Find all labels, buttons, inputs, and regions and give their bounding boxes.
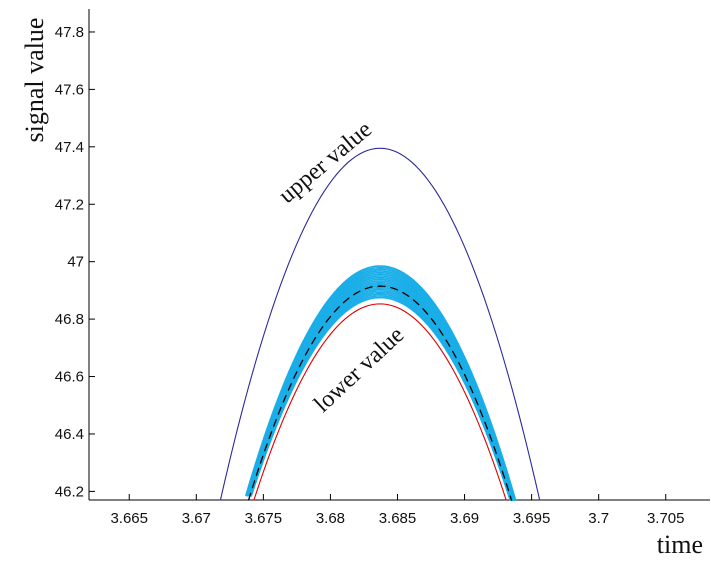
x-tick-label: 3.675 — [245, 510, 283, 527]
axes — [88, 9, 710, 501]
y-tick-label: 47.2 — [55, 196, 84, 213]
x-tick-label: 3.68 — [316, 510, 345, 527]
x-tick-label: 3.695 — [513, 510, 551, 527]
x-tick-label: 3.705 — [647, 510, 685, 527]
y-tick-label: 46.4 — [55, 426, 84, 443]
upper-value-annotation: upper value — [274, 116, 377, 208]
bundle-series-line — [250, 295, 512, 501]
bundle-series-line — [249, 293, 512, 501]
y-tick-label: 46.8 — [55, 311, 84, 328]
x-tick-label: 3.69 — [450, 510, 479, 527]
y-tick-label: 46.2 — [55, 483, 84, 500]
mean-dashed-line — [247, 285, 513, 501]
lower-value-line — [253, 303, 507, 501]
tick-labels: 3.665 3.67 3.675 3.68 3.685 3.69 3.695 3.7 3.705… — [55, 24, 685, 527]
bundle-series-line — [250, 296, 511, 501]
bundle-series-line — [245, 265, 517, 501]
lower-value-annotation: lower value — [309, 322, 409, 418]
series-lines — [219, 147, 541, 501]
y-tick-label: 47.6 — [55, 81, 84, 98]
x-tick-label: 3.665 — [110, 510, 148, 527]
y-tick-label: 47.4 — [55, 139, 84, 156]
y-tick-label: 47.8 — [55, 24, 84, 41]
y-axis-title: signal value — [20, 18, 49, 143]
bundle-lines — [245, 265, 517, 501]
x-tick-label: 3.67 — [182, 510, 211, 527]
x-axis-title: time — [657, 530, 703, 559]
y-tick-label: 46.6 — [55, 369, 84, 386]
upper-value-line — [219, 147, 541, 501]
x-tick-label: 3.685 — [379, 510, 417, 527]
y-tick-label: 47 — [67, 254, 84, 271]
x-tick-label: 3.7 — [588, 510, 609, 527]
